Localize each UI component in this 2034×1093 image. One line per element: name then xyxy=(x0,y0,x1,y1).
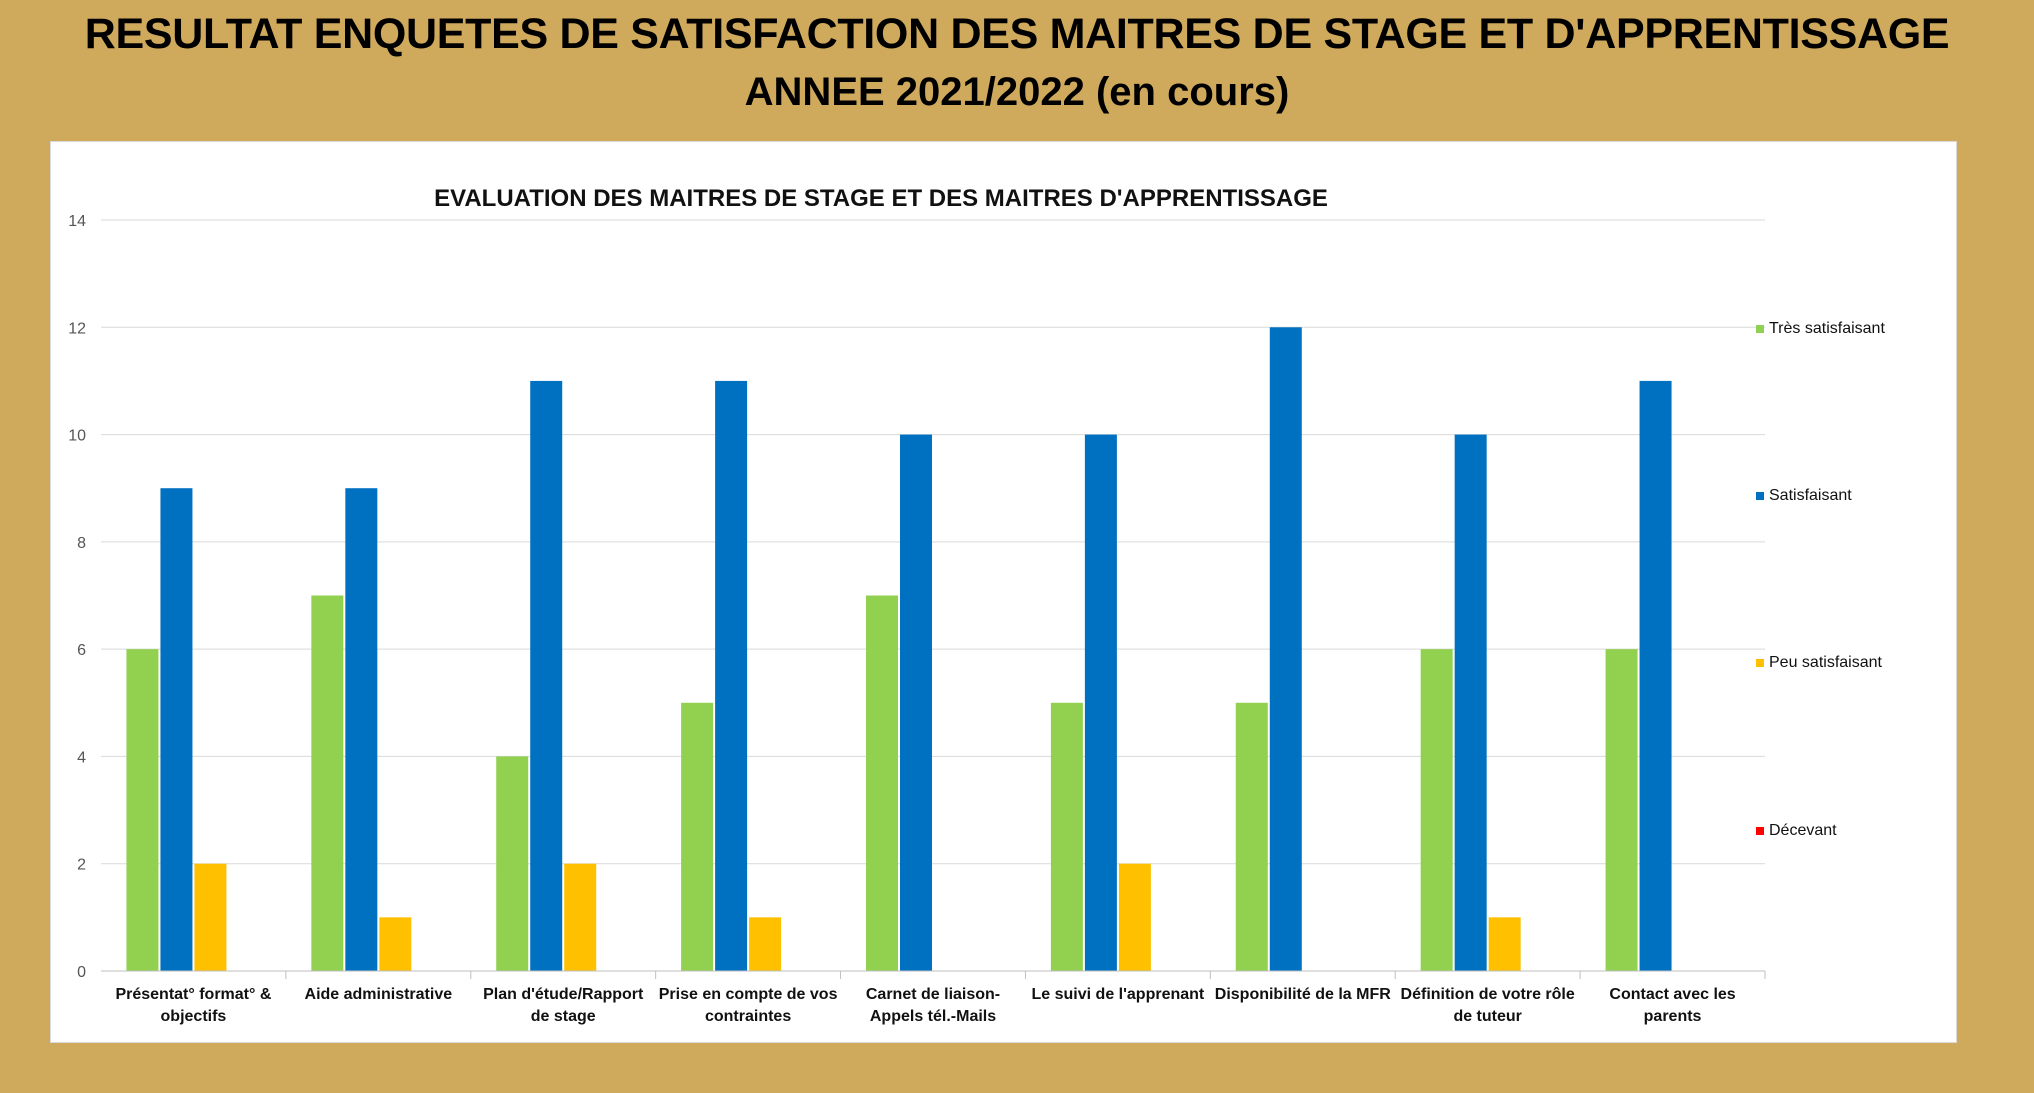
bar xyxy=(496,756,529,971)
x-tick-label: Plan d'étude/Rapport de stage xyxy=(483,986,644,1025)
bar xyxy=(194,863,227,971)
bar xyxy=(1420,649,1453,971)
bar xyxy=(1639,380,1672,971)
x-tick-label: Contact avec les parents xyxy=(1609,986,1735,1025)
y-tick-label: 6 xyxy=(77,642,86,659)
y-tick-label: 8 xyxy=(77,535,86,552)
bar xyxy=(1084,434,1117,972)
bar xyxy=(900,434,932,972)
bar xyxy=(866,595,898,971)
bar xyxy=(681,702,714,971)
x-tick-label: Définition de votre rôle de tuteur xyxy=(1401,986,1575,1025)
bar xyxy=(126,649,159,971)
legend-swatch xyxy=(1756,827,1764,835)
chart-panel: EVALUATION DES MAITRES DE STAGE ET DES M… xyxy=(50,141,1957,1043)
legend-swatch xyxy=(1756,325,1764,333)
bar xyxy=(1050,702,1083,971)
page-subtitle: ANNEE 2021/2022 (en cours) xyxy=(744,70,1290,114)
legend-label: Satisfaisant xyxy=(1769,487,1852,504)
bar xyxy=(1235,702,1268,971)
bar-chart: EVALUATION DES MAITRES DE STAGE ET DES M… xyxy=(68,185,1885,1025)
legend-label: Très satisfaisant xyxy=(1769,320,1885,337)
legend-swatch xyxy=(1756,492,1764,500)
legend-label: Décevant xyxy=(1769,822,1837,839)
y-tick-label: 2 xyxy=(77,857,86,874)
x-tick-label: Présentat° format° & objectifs xyxy=(115,986,271,1025)
bar xyxy=(1488,917,1521,971)
y-tick-label: 0 xyxy=(77,964,86,981)
bar xyxy=(530,380,563,971)
bar xyxy=(311,595,344,971)
page-title: RESULTAT ENQUETES DE SATISFACTION DES MA… xyxy=(84,10,1950,58)
legend-label: Peu satisfaisant xyxy=(1769,654,1883,671)
x-tick-label: Disponibilité de la MFR xyxy=(1215,986,1391,1003)
bar xyxy=(160,488,193,971)
y-tick-label: 14 xyxy=(68,213,86,230)
x-tick-label: Aide administrative xyxy=(305,986,453,1003)
bar xyxy=(749,917,782,971)
y-tick-label: 12 xyxy=(68,320,86,337)
bar xyxy=(1454,434,1487,972)
bar xyxy=(379,917,412,971)
bar xyxy=(1605,649,1638,971)
y-tick-label: 10 xyxy=(68,428,86,445)
bar xyxy=(345,488,378,971)
bar xyxy=(715,380,748,971)
x-tick-label: Prise en compte de vos contraintes xyxy=(659,986,838,1025)
x-tick-label: Le suivi de l'apprenant xyxy=(1032,986,1205,1003)
x-tick-label: Carnet de liaison-Appels tél.-Mails xyxy=(866,986,1000,1025)
bar xyxy=(1118,863,1151,971)
chart-title: EVALUATION DES MAITRES DE STAGE ET DES M… xyxy=(434,185,1328,212)
bar xyxy=(1269,327,1302,971)
bar xyxy=(564,863,597,971)
legend-swatch xyxy=(1756,659,1764,667)
y-tick-label: 4 xyxy=(77,749,86,766)
